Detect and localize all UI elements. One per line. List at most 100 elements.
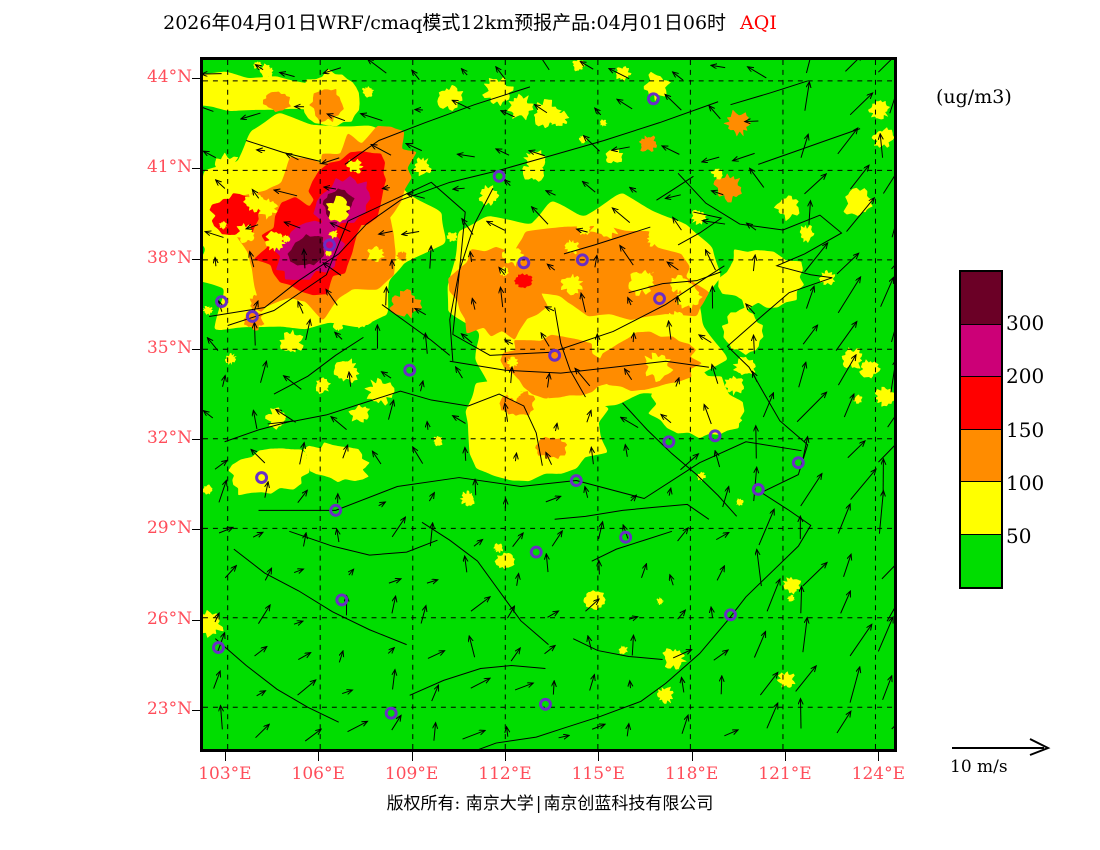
city-marker-nanjing[interactable] bbox=[708, 429, 722, 443]
aqi-patch bbox=[616, 66, 632, 82]
wind-vector bbox=[850, 469, 876, 500]
city-marker-guiyang[interactable] bbox=[335, 593, 349, 607]
wind-vector bbox=[802, 563, 827, 587]
wind-vector bbox=[218, 528, 233, 534]
aqi-patch bbox=[396, 251, 407, 262]
colorbar-band bbox=[961, 272, 1001, 325]
wind-vector bbox=[666, 195, 681, 199]
city-marker-nanchang[interactable] bbox=[619, 530, 633, 544]
wind-vector bbox=[215, 258, 216, 267]
wind-vector bbox=[453, 100, 471, 110]
city-marker-shijiazhuang[interactable] bbox=[575, 253, 589, 267]
wind-vector bbox=[386, 287, 387, 306]
wind-vector bbox=[716, 566, 724, 581]
wind-vector bbox=[402, 232, 420, 235]
lat-tick-label: 26°N bbox=[146, 608, 192, 629]
wind-vector bbox=[835, 322, 857, 351]
aqi-patch bbox=[783, 576, 801, 595]
wind-vector bbox=[393, 670, 395, 690]
city-marker-jinan[interactable] bbox=[653, 292, 666, 306]
wind-vector bbox=[535, 105, 548, 114]
city-marker-hohhot[interactable] bbox=[492, 169, 506, 183]
wind-vector bbox=[529, 151, 545, 157]
wind-vector bbox=[254, 301, 258, 311]
city-marker-changsha[interactable] bbox=[529, 545, 543, 559]
city-marker-lanzhou[interactable] bbox=[245, 310, 259, 323]
aqi-patch bbox=[214, 152, 242, 181]
wind-vector bbox=[558, 736, 569, 738]
wind-vector bbox=[795, 666, 816, 692]
city-marker-urumqi-area[interactable] bbox=[646, 92, 660, 106]
lat-tick-mark bbox=[192, 168, 201, 170]
city-marker-chengdu[interactable] bbox=[255, 471, 269, 485]
wind-vector bbox=[505, 340, 514, 344]
wind-vector bbox=[882, 676, 892, 701]
wind-scale-label: 10 m/s bbox=[950, 757, 1008, 777]
wind-vector bbox=[218, 481, 226, 503]
city-marker-fuzhou[interactable] bbox=[724, 608, 737, 622]
aqi-patch bbox=[599, 119, 608, 127]
wind-vector bbox=[721, 676, 722, 695]
wind-vector bbox=[204, 411, 214, 419]
aqi-patch bbox=[875, 386, 894, 407]
city-marker-guangzhou[interactable] bbox=[538, 697, 552, 711]
city-marker-xining[interactable] bbox=[215, 295, 228, 309]
wind-vector bbox=[349, 569, 354, 575]
wind-vector bbox=[546, 191, 556, 196]
city-marker-yinchuan[interactable] bbox=[323, 238, 336, 252]
city-marker-wuhan[interactable] bbox=[569, 474, 583, 487]
city-marker-kunming[interactable] bbox=[212, 641, 225, 655]
aqi-patch bbox=[315, 377, 331, 394]
city-marker-chongqing[interactable] bbox=[329, 503, 343, 517]
wind-vector bbox=[766, 579, 780, 612]
city-marker-hangzhou[interactable] bbox=[751, 483, 765, 496]
wind-vector bbox=[581, 293, 586, 313]
wind-vector bbox=[581, 62, 594, 70]
wind-vector bbox=[257, 605, 270, 624]
city-marker-nanning[interactable] bbox=[384, 706, 398, 720]
wind-vector bbox=[713, 650, 728, 661]
aqi-patch bbox=[537, 397, 557, 414]
wind-vector bbox=[256, 691, 266, 697]
aqi-patch bbox=[506, 93, 534, 121]
wind-vector bbox=[205, 232, 224, 238]
wind-vector bbox=[532, 207, 549, 225]
wind-vector bbox=[223, 376, 226, 387]
wind-vector bbox=[251, 450, 266, 464]
wind-vector bbox=[677, 297, 678, 305]
wind-vector bbox=[255, 725, 269, 739]
wind-vector bbox=[339, 651, 343, 663]
wind-vector bbox=[837, 504, 850, 534]
city-marker-taiyuan[interactable] bbox=[517, 256, 531, 270]
city-marker-hefei[interactable] bbox=[662, 435, 676, 449]
colorbar-band bbox=[961, 377, 1001, 430]
wind-vector bbox=[591, 724, 605, 730]
wind-vector bbox=[667, 262, 679, 271]
wind-vector bbox=[681, 715, 688, 734]
lon-tick-mark bbox=[598, 752, 600, 761]
wind-vector bbox=[633, 333, 634, 343]
lat-tick-label: 41°N bbox=[146, 157, 192, 178]
wind-vector bbox=[388, 579, 401, 583]
wind-vector bbox=[507, 727, 508, 737]
wind-vector bbox=[661, 415, 672, 424]
map-plot-area[interactable] bbox=[200, 57, 897, 752]
aqi-patch bbox=[493, 543, 504, 553]
aqi-patch bbox=[710, 168, 723, 180]
wind-vector bbox=[585, 487, 588, 498]
wind-vector bbox=[843, 555, 851, 577]
city-marker-zhengzhou[interactable] bbox=[548, 348, 562, 362]
wind-vector bbox=[293, 569, 303, 572]
wind-vector bbox=[766, 703, 778, 729]
city-marker-shanghai[interactable] bbox=[791, 456, 805, 470]
wind-vector bbox=[548, 374, 550, 388]
aqi-colorbar[interactable] bbox=[959, 270, 1003, 589]
aqi-patch bbox=[697, 471, 706, 482]
wind-vector bbox=[680, 454, 698, 471]
city-marker-xian[interactable] bbox=[403, 363, 417, 377]
wind-vector bbox=[420, 606, 426, 624]
wind-vector bbox=[430, 523, 432, 547]
wind-vector bbox=[750, 169, 765, 188]
wind-vector bbox=[469, 636, 476, 658]
wind-vector bbox=[702, 156, 720, 162]
